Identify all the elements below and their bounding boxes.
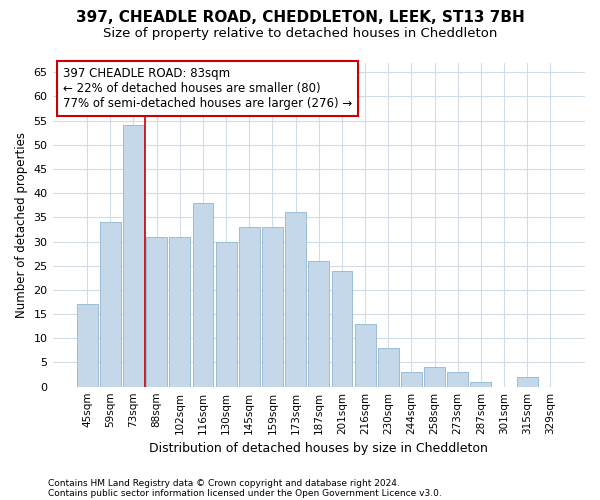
Text: Contains HM Land Registry data © Crown copyright and database right 2024.: Contains HM Land Registry data © Crown c…	[48, 478, 400, 488]
Bar	[262, 227, 283, 386]
Bar	[355, 324, 376, 386]
Text: 397 CHEADLE ROAD: 83sqm
← 22% of detached houses are smaller (80)
77% of semi-de: 397 CHEADLE ROAD: 83sqm ← 22% of detache…	[63, 68, 352, 110]
Bar	[77, 304, 98, 386]
Bar	[378, 348, 398, 387]
Bar	[146, 236, 167, 386]
X-axis label: Distribution of detached houses by size in Cheddleton: Distribution of detached houses by size …	[149, 442, 488, 455]
Bar	[401, 372, 422, 386]
Bar	[308, 261, 329, 386]
Bar	[169, 236, 190, 386]
Bar	[123, 126, 144, 386]
Bar	[100, 222, 121, 386]
Bar	[239, 227, 260, 386]
Bar	[424, 368, 445, 386]
Y-axis label: Number of detached properties: Number of detached properties	[15, 132, 28, 318]
Bar	[332, 270, 352, 386]
Text: Size of property relative to detached houses in Cheddleton: Size of property relative to detached ho…	[103, 28, 497, 40]
Text: Contains public sector information licensed under the Open Government Licence v3: Contains public sector information licen…	[48, 488, 442, 498]
Bar	[216, 242, 236, 386]
Bar	[448, 372, 468, 386]
Bar	[470, 382, 491, 386]
Text: 397, CHEADLE ROAD, CHEDDLETON, LEEK, ST13 7BH: 397, CHEADLE ROAD, CHEDDLETON, LEEK, ST1…	[76, 10, 524, 25]
Bar	[517, 377, 538, 386]
Bar	[285, 212, 306, 386]
Bar	[193, 203, 214, 386]
